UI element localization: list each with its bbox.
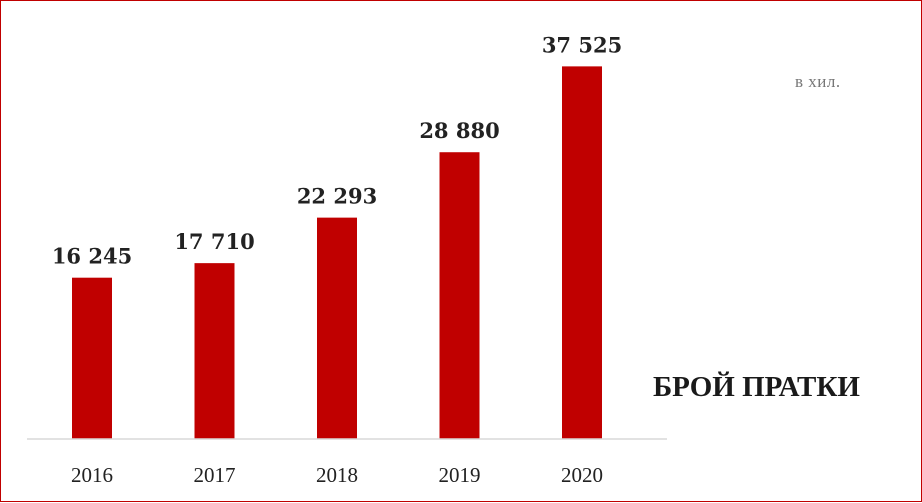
unit-note: в хил. [795, 72, 841, 91]
value-label-2020: 37 525 [542, 32, 622, 57]
value-labels-layer: 16 245 17 710 22 293 28 880 37 525 [52, 32, 622, 268]
bar-2018 [317, 217, 357, 439]
x-tick-label-2017: 2017 [194, 463, 236, 487]
bar-2019 [439, 152, 480, 439]
value-label-2016: 16 245 [52, 244, 132, 269]
bar-2020 [562, 66, 602, 440]
value-label-2017: 17 710 [174, 229, 254, 254]
x-tick-label-2016: 2016 [71, 463, 113, 487]
value-label-2019: 28 880 [419, 118, 499, 143]
bar-2016 [72, 277, 112, 439]
bars-layer [72, 66, 602, 440]
value-label-2018: 22 293 [297, 184, 377, 209]
x-tick-label-2019: 2019 [439, 463, 481, 487]
x-tick-label-2020: 2020 [561, 463, 603, 487]
tick-labels-layer: 2016 2017 2018 2019 2020 [71, 463, 603, 487]
x-tick-label-2018: 2018 [316, 463, 358, 487]
bar-2017 [194, 263, 235, 439]
chart-title: БРОЙ ПРАТКИ [653, 371, 860, 403]
